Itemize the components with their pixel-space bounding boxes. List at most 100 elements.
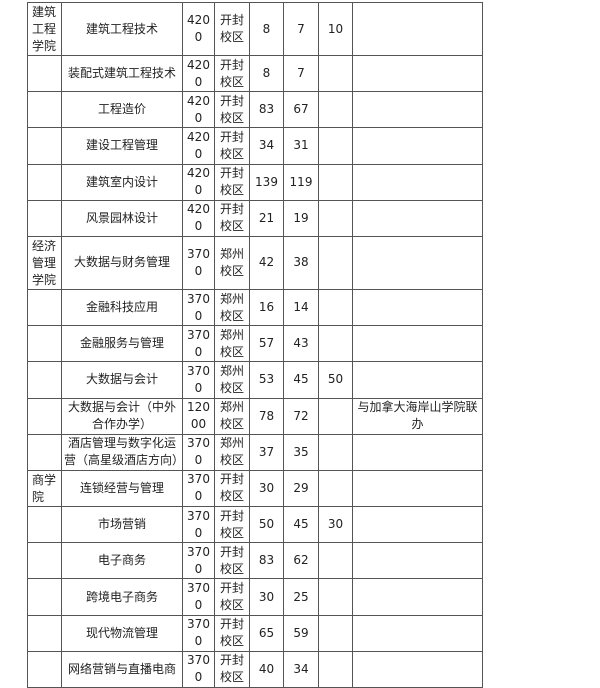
table-row: 跨境电子商务 3700 开封校区 30 25 (27, 578, 483, 616)
table-row: 装配式建筑工程技术 4200 开封校区 8 7 (27, 54, 483, 93)
major-cell: 大数据与会计 (61, 361, 183, 399)
table-row: 金融科技应用 3700 郑州校区 16 14 (27, 288, 483, 327)
count-cell-3: 10 (318, 2, 353, 56)
count-cell-2: 67 (283, 91, 319, 129)
count-cell-1: 37 (249, 433, 284, 471)
note-cell (352, 91, 483, 129)
count-cell-3 (318, 54, 353, 93)
campus-cell: 郑州校区 (214, 325, 250, 363)
campus-cell: 开封校区 (214, 199, 250, 237)
count-cell-3 (318, 91, 353, 129)
college-cell (27, 397, 62, 435)
count-cell-3 (318, 542, 353, 580)
campus-cell: 郑州校区 (214, 288, 250, 327)
campus-cell: 开封校区 (214, 2, 250, 56)
major-cell: 跨境电子商务 (61, 578, 183, 616)
count-cell-1: 53 (249, 361, 284, 399)
table-row: 电子商务 3700 开封校区 83 62 (27, 542, 483, 580)
campus-cell: 开封校区 (214, 578, 250, 616)
table-row: 建筑室内设计 4200 开封校区 139 119 (27, 163, 483, 201)
count-cell-3 (318, 325, 353, 363)
table-row: 大数据与会计 3700 郑州校区 53 45 50 (27, 361, 483, 399)
enrollment-table: 建筑工程学院 建筑工程技术 4200 开封校区 8 7 10 装配式建筑工程技术 4200 开封校… (27, 2, 483, 688)
tuition-cell: 3700 (182, 578, 215, 616)
count-cell-3 (318, 235, 353, 290)
college-cell (27, 127, 62, 165)
campus-cell: 开封校区 (214, 163, 250, 201)
count-cell-2: 25 (283, 578, 319, 616)
count-cell-1: 8 (249, 2, 284, 56)
note-cell (352, 163, 483, 201)
table-row: 经济管理学院 大数据与财务管理 3700 郑州校区 42 38 (27, 235, 483, 290)
major-cell: 金融服务与管理 (61, 325, 183, 363)
tuition-cell: 3700 (182, 650, 215, 688)
count-cell-1: 34 (249, 127, 284, 165)
count-cell-1: 83 (249, 91, 284, 129)
tuition-cell: 12000 (182, 397, 215, 435)
tuition-cell: 3700 (182, 325, 215, 363)
campus-cell: 郑州校区 (214, 433, 250, 471)
count-cell-2: 38 (283, 235, 319, 290)
campus-cell: 开封校区 (214, 542, 250, 580)
note-cell (352, 2, 483, 56)
count-cell-1: 40 (249, 650, 284, 688)
note-cell (352, 650, 483, 688)
college-cell: 建筑工程学院 (27, 2, 62, 56)
major-cell: 酒店管理与数字化运营（高星级酒店方向） (61, 433, 183, 471)
count-cell-2: 29 (283, 469, 319, 508)
tuition-cell: 3700 (182, 542, 215, 580)
college-cell (27, 54, 62, 93)
table-row: 建筑工程学院 建筑工程技术 4200 开封校区 8 7 10 (27, 2, 483, 56)
college-cell (27, 650, 62, 688)
major-cell: 连锁经营与管理 (61, 469, 183, 508)
count-cell-2: 31 (283, 127, 319, 165)
count-cell-3 (318, 469, 353, 508)
count-cell-3: 50 (318, 361, 353, 399)
count-cell-2: 7 (283, 54, 319, 93)
table-row: 市场营销 3700 开封校区 50 45 30 (27, 506, 483, 544)
note-cell (352, 469, 483, 508)
tuition-cell: 4200 (182, 91, 215, 129)
college-cell (27, 199, 62, 237)
college-cell: 经济管理学院 (27, 235, 62, 290)
table-row: 风景园林设计 4200 开封校区 21 19 (27, 199, 483, 237)
tuition-cell: 3700 (182, 433, 215, 471)
note-cell (352, 288, 483, 327)
table-row: 酒店管理与数字化运营（高星级酒店方向） 3700 郑州校区 37 35 (27, 433, 483, 471)
major-cell: 金融科技应用 (61, 288, 183, 327)
note-cell (352, 325, 483, 363)
count-cell-1: 8 (249, 54, 284, 93)
note-cell (352, 542, 483, 580)
note-cell (352, 235, 483, 290)
note-cell (352, 506, 483, 544)
count-cell-2: 45 (283, 506, 319, 544)
count-cell-2: 72 (283, 397, 319, 435)
count-cell-1: 42 (249, 235, 284, 290)
major-cell: 大数据与财务管理 (61, 235, 183, 290)
college-cell (27, 578, 62, 616)
tuition-cell: 3700 (182, 235, 215, 290)
count-cell-2: 14 (283, 288, 319, 327)
campus-cell: 郑州校区 (214, 361, 250, 399)
note-cell (352, 127, 483, 165)
count-cell-3 (318, 199, 353, 237)
campus-cell: 开封校区 (214, 650, 250, 688)
major-cell: 建筑工程技术 (61, 2, 183, 56)
count-cell-3: 30 (318, 506, 353, 544)
table-row: 建设工程管理 4200 开封校区 34 31 (27, 127, 483, 165)
table-row: 网络营销与直播电商 3700 开封校区 40 34 (27, 650, 483, 688)
count-cell-2: 45 (283, 361, 319, 399)
campus-cell: 开封校区 (214, 127, 250, 165)
college-cell (27, 325, 62, 363)
table-row: 大数据与会计（中外合作办学） 12000 郑州校区 78 72 与加拿大海岸山学院联办 (27, 397, 483, 435)
tuition-cell: 4200 (182, 2, 215, 56)
count-cell-2: 7 (283, 2, 319, 56)
count-cell-2: 19 (283, 199, 319, 237)
count-cell-1: 30 (249, 469, 284, 508)
count-cell-3 (318, 127, 353, 165)
major-cell: 建筑室内设计 (61, 163, 183, 201)
major-cell: 工程造价 (61, 91, 183, 129)
college-cell (27, 91, 62, 129)
count-cell-1: 21 (249, 199, 284, 237)
note-cell (352, 361, 483, 399)
